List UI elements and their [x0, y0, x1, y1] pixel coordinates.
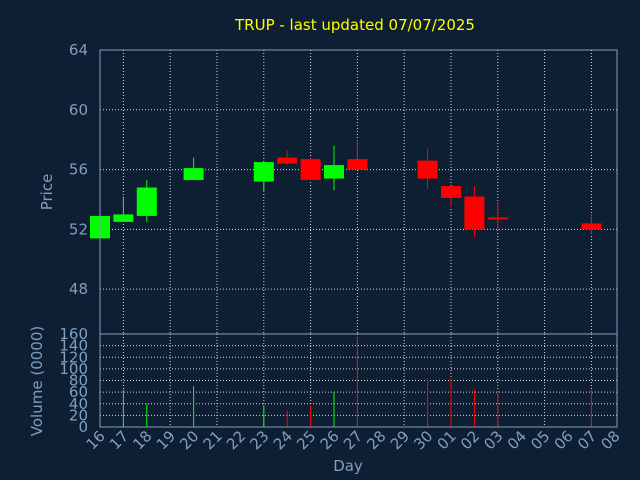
x-tick-label: 01	[434, 427, 460, 453]
volume-tick-label: 0	[78, 418, 88, 436]
volume-tick-label: 60	[69, 383, 88, 401]
x-tick-label: 20	[176, 427, 202, 453]
volume-tick-label: 160	[59, 325, 88, 343]
x-tick-label: 19	[153, 427, 179, 453]
candle-body	[183, 168, 204, 181]
volume-grid	[100, 333, 617, 428]
volume-tick-label: 20	[69, 406, 88, 424]
candle-body	[136, 187, 157, 216]
price-tick-label: 56	[69, 161, 88, 179]
candle-body	[441, 186, 461, 198]
price-axis-label: Price	[38, 174, 56, 211]
x-axis-label: Day	[333, 457, 363, 475]
x-tick-label: 30	[410, 427, 436, 453]
x-tick-label: 03	[480, 427, 506, 453]
x-tick-label: 22	[223, 427, 249, 453]
x-tick-label: 04	[504, 427, 530, 453]
price-grid	[100, 49, 617, 334]
price-y-ticks: 48 52 56 60 64	[69, 41, 88, 298]
x-tick-label: 08	[597, 427, 623, 453]
x-tick-label: 05	[527, 427, 553, 453]
candle-body	[581, 223, 602, 230]
x-tick-label: 18	[129, 427, 155, 453]
x-tick-label: 25	[293, 427, 319, 453]
volume-tick-label: 80	[69, 372, 88, 390]
price-tick-label: 64	[69, 41, 88, 59]
x-tick-label: 21	[200, 427, 226, 453]
candle-body	[113, 214, 134, 222]
x-tick-labels: 1617181920212223242526272829300102030405…	[83, 427, 624, 453]
price-tick-label: 52	[69, 220, 88, 238]
volume-tick-label: 100	[59, 360, 88, 378]
x-tick-label: 29	[387, 427, 413, 453]
x-tick-label: 23	[246, 427, 272, 453]
chart-title: TRUP - last updated 07/07/2025	[234, 16, 475, 34]
candle-body	[487, 217, 508, 220]
volume-frame	[99, 333, 618, 428]
price-tick-label: 60	[69, 101, 88, 119]
candle-body	[277, 157, 298, 164]
x-tick-label: 06	[551, 427, 577, 453]
x-tick-label: 26	[317, 427, 343, 453]
candle-body	[324, 165, 344, 179]
candle-body	[253, 162, 274, 182]
x-tick-label: 17	[106, 427, 132, 453]
volume-bars	[122, 336, 592, 427]
candle-body	[464, 196, 485, 230]
price-frame	[99, 49, 618, 335]
volume-tick-label: 120	[59, 348, 88, 366]
price-tick-label: 48	[69, 280, 88, 298]
candle-body	[347, 159, 368, 170]
candle-body	[417, 160, 438, 179]
volume-tick-label: 140	[59, 337, 88, 355]
x-tick-label: 07	[574, 427, 600, 453]
x-tick-label: 24	[270, 427, 296, 453]
x-tick-label: 02	[457, 427, 483, 453]
volume-tick-label: 40	[69, 395, 88, 413]
volume-axis-label: Volume (0000)	[28, 326, 46, 436]
x-tick-label: 27	[340, 427, 366, 453]
candle-body	[300, 159, 321, 181]
x-tick-label: 28	[363, 427, 389, 453]
price-candles	[90, 139, 602, 240]
